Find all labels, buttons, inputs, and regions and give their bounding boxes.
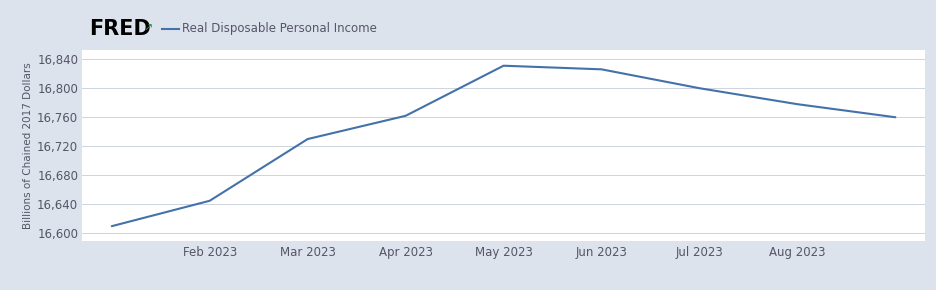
Y-axis label: Billions of Chained 2017 Dollars: Billions of Chained 2017 Dollars (22, 62, 33, 229)
Text: FRED: FRED (89, 19, 151, 39)
Text: Real Disposable Personal Income: Real Disposable Personal Income (182, 22, 376, 35)
Text: ↗: ↗ (143, 24, 153, 34)
